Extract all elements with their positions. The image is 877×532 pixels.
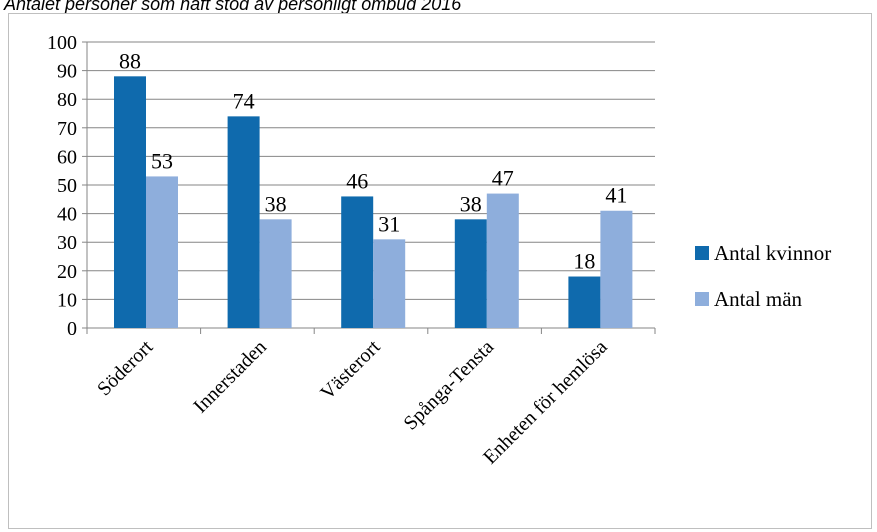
data-label: 38	[265, 191, 287, 216]
data-label: 47	[492, 166, 514, 191]
bar	[114, 76, 146, 328]
data-label: 31	[378, 211, 400, 236]
bar	[146, 176, 178, 328]
bar	[227, 116, 260, 328]
data-label: 46	[346, 168, 368, 193]
x-tick-label: Spånga-Tensta	[400, 336, 499, 435]
y-tick-label: 90	[57, 61, 77, 83]
y-tick-label: 20	[57, 261, 77, 283]
y-tick-label: 70	[57, 118, 77, 140]
x-tick-label: Västerort	[316, 336, 384, 404]
legend-label: Antal män	[714, 287, 803, 311]
chart-title: Antalet personer som haft stöd av person…	[4, 0, 462, 14]
y-tick-label: 60	[57, 146, 77, 168]
legend-swatch	[695, 292, 709, 306]
bar	[600, 210, 633, 328]
data-label: 88	[119, 48, 141, 73]
y-tick-label: 10	[57, 289, 77, 311]
y-tick-label: 30	[57, 232, 77, 254]
bar	[454, 219, 487, 328]
bar	[373, 239, 406, 328]
legend-swatch	[695, 246, 709, 260]
data-label: 74	[233, 88, 255, 113]
x-tick-label: Innerstaden	[189, 336, 271, 418]
x-tick-label: Söderort	[93, 336, 158, 401]
data-label: 53	[151, 148, 173, 173]
bar	[568, 276, 601, 328]
bar	[486, 193, 519, 328]
data-label: 38	[460, 191, 482, 216]
y-tick-label: 40	[57, 204, 77, 226]
x-tick-label: Enheten för hemlösa	[479, 336, 612, 469]
bar	[259, 219, 292, 328]
y-tick-label: 0	[67, 318, 77, 340]
data-label: 18	[573, 249, 595, 274]
bar	[341, 196, 374, 328]
data-label: 41	[605, 183, 627, 208]
y-tick-label: 80	[57, 89, 77, 111]
y-tick-label: 50	[57, 175, 77, 197]
legend-label: Antal kvinnor	[714, 241, 831, 265]
y-tick-label: 100	[47, 32, 77, 54]
